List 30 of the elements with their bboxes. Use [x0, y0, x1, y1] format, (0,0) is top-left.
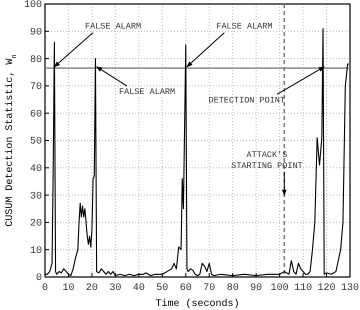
y-tick-label: 20 [30, 218, 42, 230]
x-tick-label: 20 [86, 283, 98, 294]
y-tick-label: 90 [30, 28, 42, 38]
x-tick-label: 50 [156, 283, 168, 294]
x-tick-label: 100 [270, 283, 289, 294]
x-tick-label: 110 [294, 283, 312, 294]
y-tick-label: 0 [36, 273, 42, 284]
y-tick-label: 80 [30, 54, 42, 66]
x-tick-label: 80 [226, 283, 239, 294]
x-tick-label: 10 [62, 283, 74, 294]
x-tick-label: 40 [132, 283, 145, 294]
x-axis-title: Time (seconds) [155, 298, 240, 310]
y-tick-label: 100 [24, 0, 42, 12]
y-tick-label: 40 [30, 164, 42, 175]
annotation: DETECTION POINT [208, 95, 286, 106]
x-tick-label: 130 [340, 283, 360, 294]
annotation: FALSE ALARM [216, 22, 272, 32]
annotation: FALSE ALARM [119, 87, 176, 98]
x-tick-label: 90 [250, 283, 262, 294]
x-tick-label: 30 [109, 283, 122, 294]
y-tick-label: 70 [30, 82, 42, 94]
y-tick-label: 30 [30, 191, 42, 202]
y-tick-label: 60 [30, 109, 42, 120]
annotation: ATTACK'S STARTING POINT [231, 150, 303, 171]
y-tick-label: 10 [30, 246, 42, 257]
y-tick-label: 50 [30, 136, 42, 148]
annotation: FALSE ALARM [84, 22, 142, 32]
x-tick-label: 70 [203, 283, 216, 294]
x-tick-label: 120 [318, 283, 336, 294]
x-tick-label: 60 [180, 283, 192, 294]
